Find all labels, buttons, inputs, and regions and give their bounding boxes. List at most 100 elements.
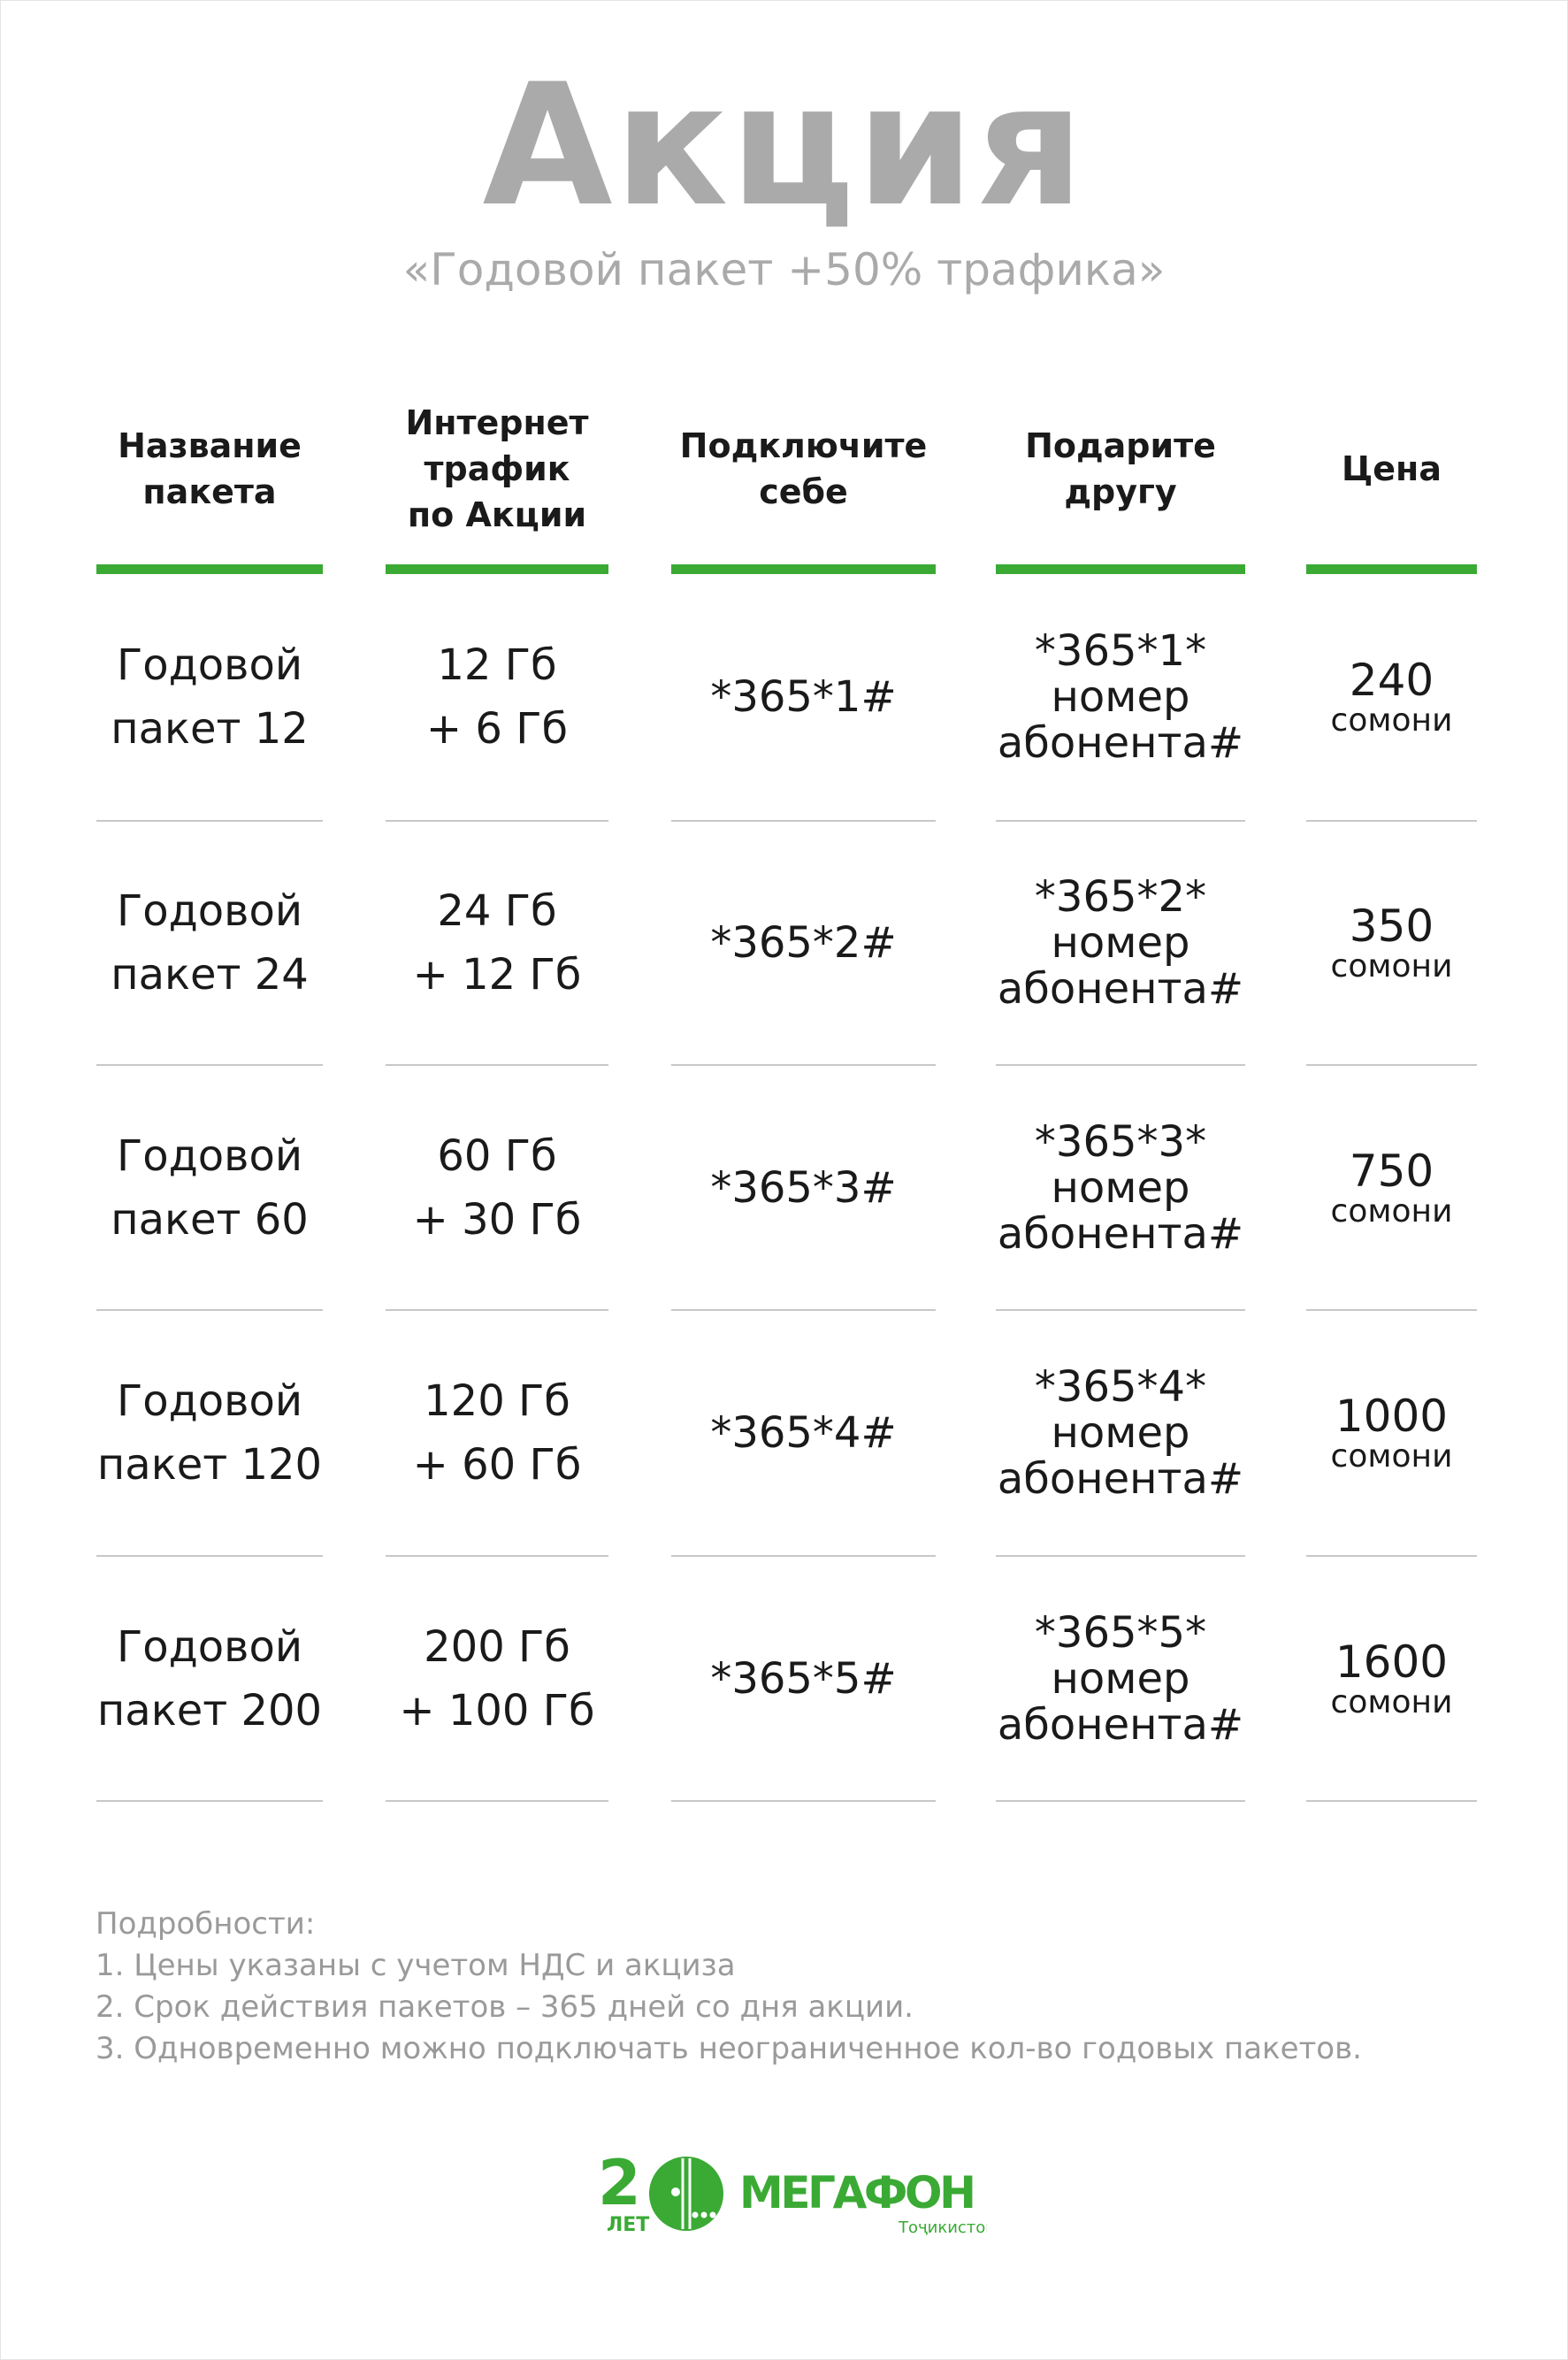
row-divider xyxy=(671,1800,936,1802)
gift-line: абонента# xyxy=(997,1699,1244,1750)
row-divider xyxy=(96,1064,323,1066)
traffic-cell: 120 Гб + 60 Гб xyxy=(386,1311,608,1555)
price-currency: сомони xyxy=(1330,702,1453,739)
traffic-line: + 60 Гб xyxy=(412,1440,582,1490)
name-line: пакет 60 xyxy=(111,1194,309,1245)
logo-years-text: ЛЕТ xyxy=(607,2214,649,2236)
gift-line: номер xyxy=(1051,918,1190,968)
connect-self-code: *365*4# xyxy=(671,1311,936,1555)
package-name-cell: Годовой пакет 24 xyxy=(96,822,323,1064)
traffic-cell: 24 Гб + 12 Гб xyxy=(386,822,608,1064)
traffic-line: 12 Гб xyxy=(437,640,557,690)
price-cell: 750 сомони xyxy=(1306,1066,1477,1309)
header-traffic: Интернет трафик по Акции xyxy=(386,389,608,548)
note-item: 1. Цены указаны с учетом НДС и акциза xyxy=(96,1948,736,1983)
row-divider xyxy=(96,1800,323,1802)
row-divider xyxy=(1306,1064,1477,1066)
logo-20-digit: 2 xyxy=(598,2149,641,2219)
header-underline xyxy=(671,564,936,574)
price-currency: сомони xyxy=(1330,1683,1453,1720)
price-currency: сомони xyxy=(1330,1438,1453,1475)
price-cell: 240 сомони xyxy=(1306,574,1477,820)
gift-friend-code: *365*3* номер абонента# xyxy=(996,1066,1245,1309)
connect-self-code: *365*2# xyxy=(671,822,936,1064)
row-divider xyxy=(1306,1555,1477,1557)
gift-line: *365*3* xyxy=(1034,1116,1207,1167)
row-divider xyxy=(96,1309,323,1311)
header-connect-self: Подключите себе xyxy=(671,389,936,548)
name-line: пакет 24 xyxy=(111,950,309,1000)
header-line: Название xyxy=(118,426,302,465)
connect-self-code: *365*5# xyxy=(671,1557,936,1800)
header-price: Цена xyxy=(1306,389,1477,548)
gift-line: *365*5* xyxy=(1034,1607,1207,1658)
row-divider xyxy=(996,1555,1245,1557)
page-subtitle: «Годовой пакет +50% трафика» xyxy=(402,244,1166,295)
name-line: Годовой xyxy=(116,640,303,690)
traffic-line: + 30 Гб xyxy=(412,1194,582,1245)
name-line: пакет 120 xyxy=(96,1440,323,1490)
gift-line: абонента# xyxy=(997,964,1244,1014)
name-line: Годовой xyxy=(116,1376,303,1426)
header-line: себе xyxy=(759,472,848,511)
row-divider xyxy=(386,820,608,822)
price-cell: 1000 сомони xyxy=(1306,1311,1477,1555)
gift-line: абонента# xyxy=(997,718,1244,768)
ussd-code: *365*5# xyxy=(710,1653,897,1704)
gift-line: абонента# xyxy=(997,1454,1244,1504)
gift-friend-code: *365*2* номер абонента# xyxy=(996,822,1245,1064)
gift-friend-code: *365*5* номер абонента# xyxy=(996,1557,1245,1800)
gift-line: *365*2* xyxy=(1034,872,1207,922)
row-divider xyxy=(671,820,936,822)
row-divider xyxy=(386,1800,608,1802)
ussd-code: *365*4# xyxy=(710,1408,897,1458)
traffic-cell: 200 Гб + 100 Гб xyxy=(386,1557,608,1800)
row-divider xyxy=(671,1309,936,1311)
row-divider xyxy=(96,1555,323,1557)
traffic-cell: 12 Гб + 6 Гб xyxy=(386,574,608,820)
traffic-line: 60 Гб xyxy=(437,1130,557,1181)
traffic-line: 200 Гб xyxy=(424,1621,570,1672)
notes: Подробности: 1. Цены указаны с учетом НД… xyxy=(96,1904,1362,2070)
ussd-code: *365*1# xyxy=(710,672,897,722)
gift-line: номер xyxy=(1051,1408,1190,1458)
price-value: 240 xyxy=(1349,655,1434,706)
name-line: пакет 12 xyxy=(111,704,309,754)
header-line: другу xyxy=(1064,472,1177,511)
name-line: Годовой xyxy=(116,1621,303,1672)
header-line: по Акции xyxy=(407,495,587,534)
package-name-cell: Годовой пакет 60 xyxy=(96,1066,323,1309)
package-name-cell: Годовой пакет 120 xyxy=(96,1311,323,1555)
gift-line: номер xyxy=(1051,1653,1190,1704)
ussd-code: *365*3# xyxy=(710,1162,897,1213)
traffic-line: + 12 Гб xyxy=(412,950,582,1000)
gift-friend-code: *365*4* номер абонента# xyxy=(996,1311,1245,1555)
traffic-line: 24 Гб xyxy=(437,886,557,936)
notes-heading: Подробности: xyxy=(96,1906,316,1942)
price-currency: сомони xyxy=(1330,948,1453,985)
row-divider xyxy=(996,1309,1245,1311)
row-divider xyxy=(671,1555,936,1557)
name-line: Годовой xyxy=(116,886,303,936)
note-item: 3. Одновременно можно подключать неогран… xyxy=(96,2031,1362,2066)
header-underline xyxy=(1306,564,1477,574)
header-line: трафик xyxy=(424,449,570,488)
row-divider xyxy=(386,1064,608,1066)
header-underline xyxy=(996,564,1245,574)
header-underline xyxy=(96,564,323,574)
page-title: Акция xyxy=(482,48,1086,243)
row-divider xyxy=(1306,1800,1477,1802)
note-item: 2. Срок действия пакетов – 365 дней со д… xyxy=(96,1989,914,2025)
gift-line: номер xyxy=(1051,672,1190,722)
package-name-cell: Годовой пакет 200 xyxy=(96,1557,323,1800)
price-value: 750 xyxy=(1349,1145,1434,1197)
row-divider xyxy=(996,1800,1245,1802)
header-line: Подарите xyxy=(1025,426,1216,465)
name-line: Годовой xyxy=(116,1130,303,1181)
price-value: 350 xyxy=(1349,900,1434,952)
logo-brand: МЕГАФОН xyxy=(739,2167,976,2218)
gift-line: *365*1* xyxy=(1034,626,1207,676)
price-currency: сомони xyxy=(1330,1192,1453,1230)
traffic-line: + 6 Гб xyxy=(425,704,569,754)
row-divider xyxy=(386,1555,608,1557)
